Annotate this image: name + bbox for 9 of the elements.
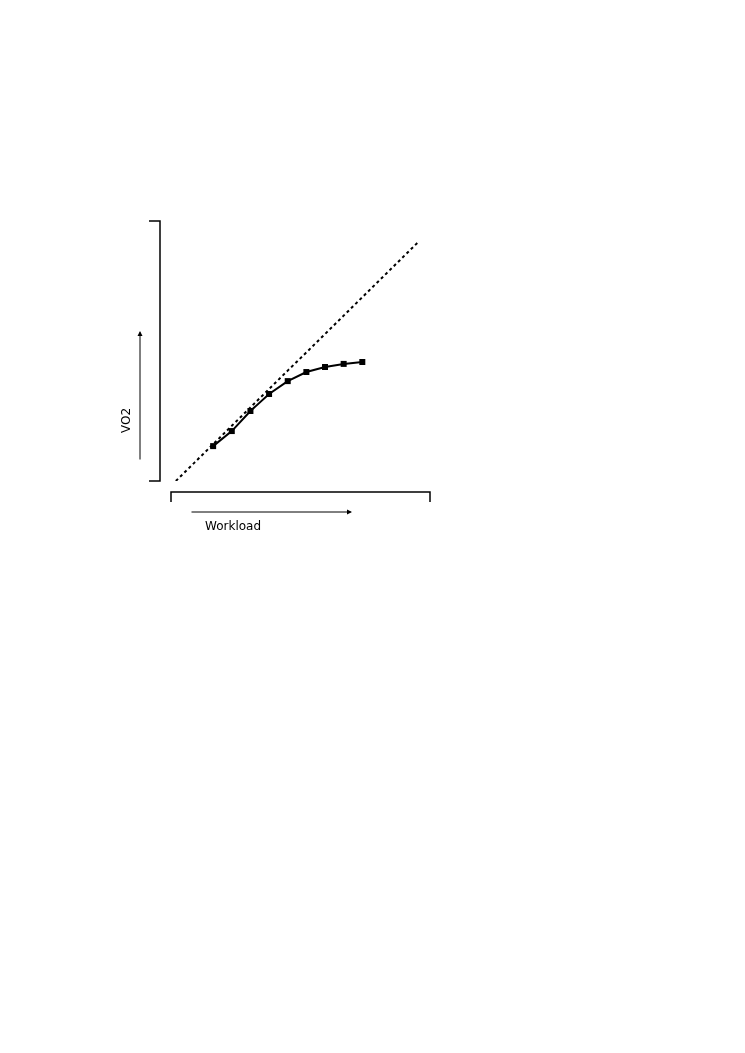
- y-axis-title: VO2: [119, 407, 133, 433]
- point: [322, 364, 329, 371]
- point: [228, 428, 235, 435]
- x-axis-title: Workload: [205, 519, 262, 533]
- point: [266, 391, 273, 398]
- point: [303, 369, 310, 376]
- point: [359, 358, 366, 365]
- point: [340, 360, 347, 367]
- point: [284, 378, 291, 385]
